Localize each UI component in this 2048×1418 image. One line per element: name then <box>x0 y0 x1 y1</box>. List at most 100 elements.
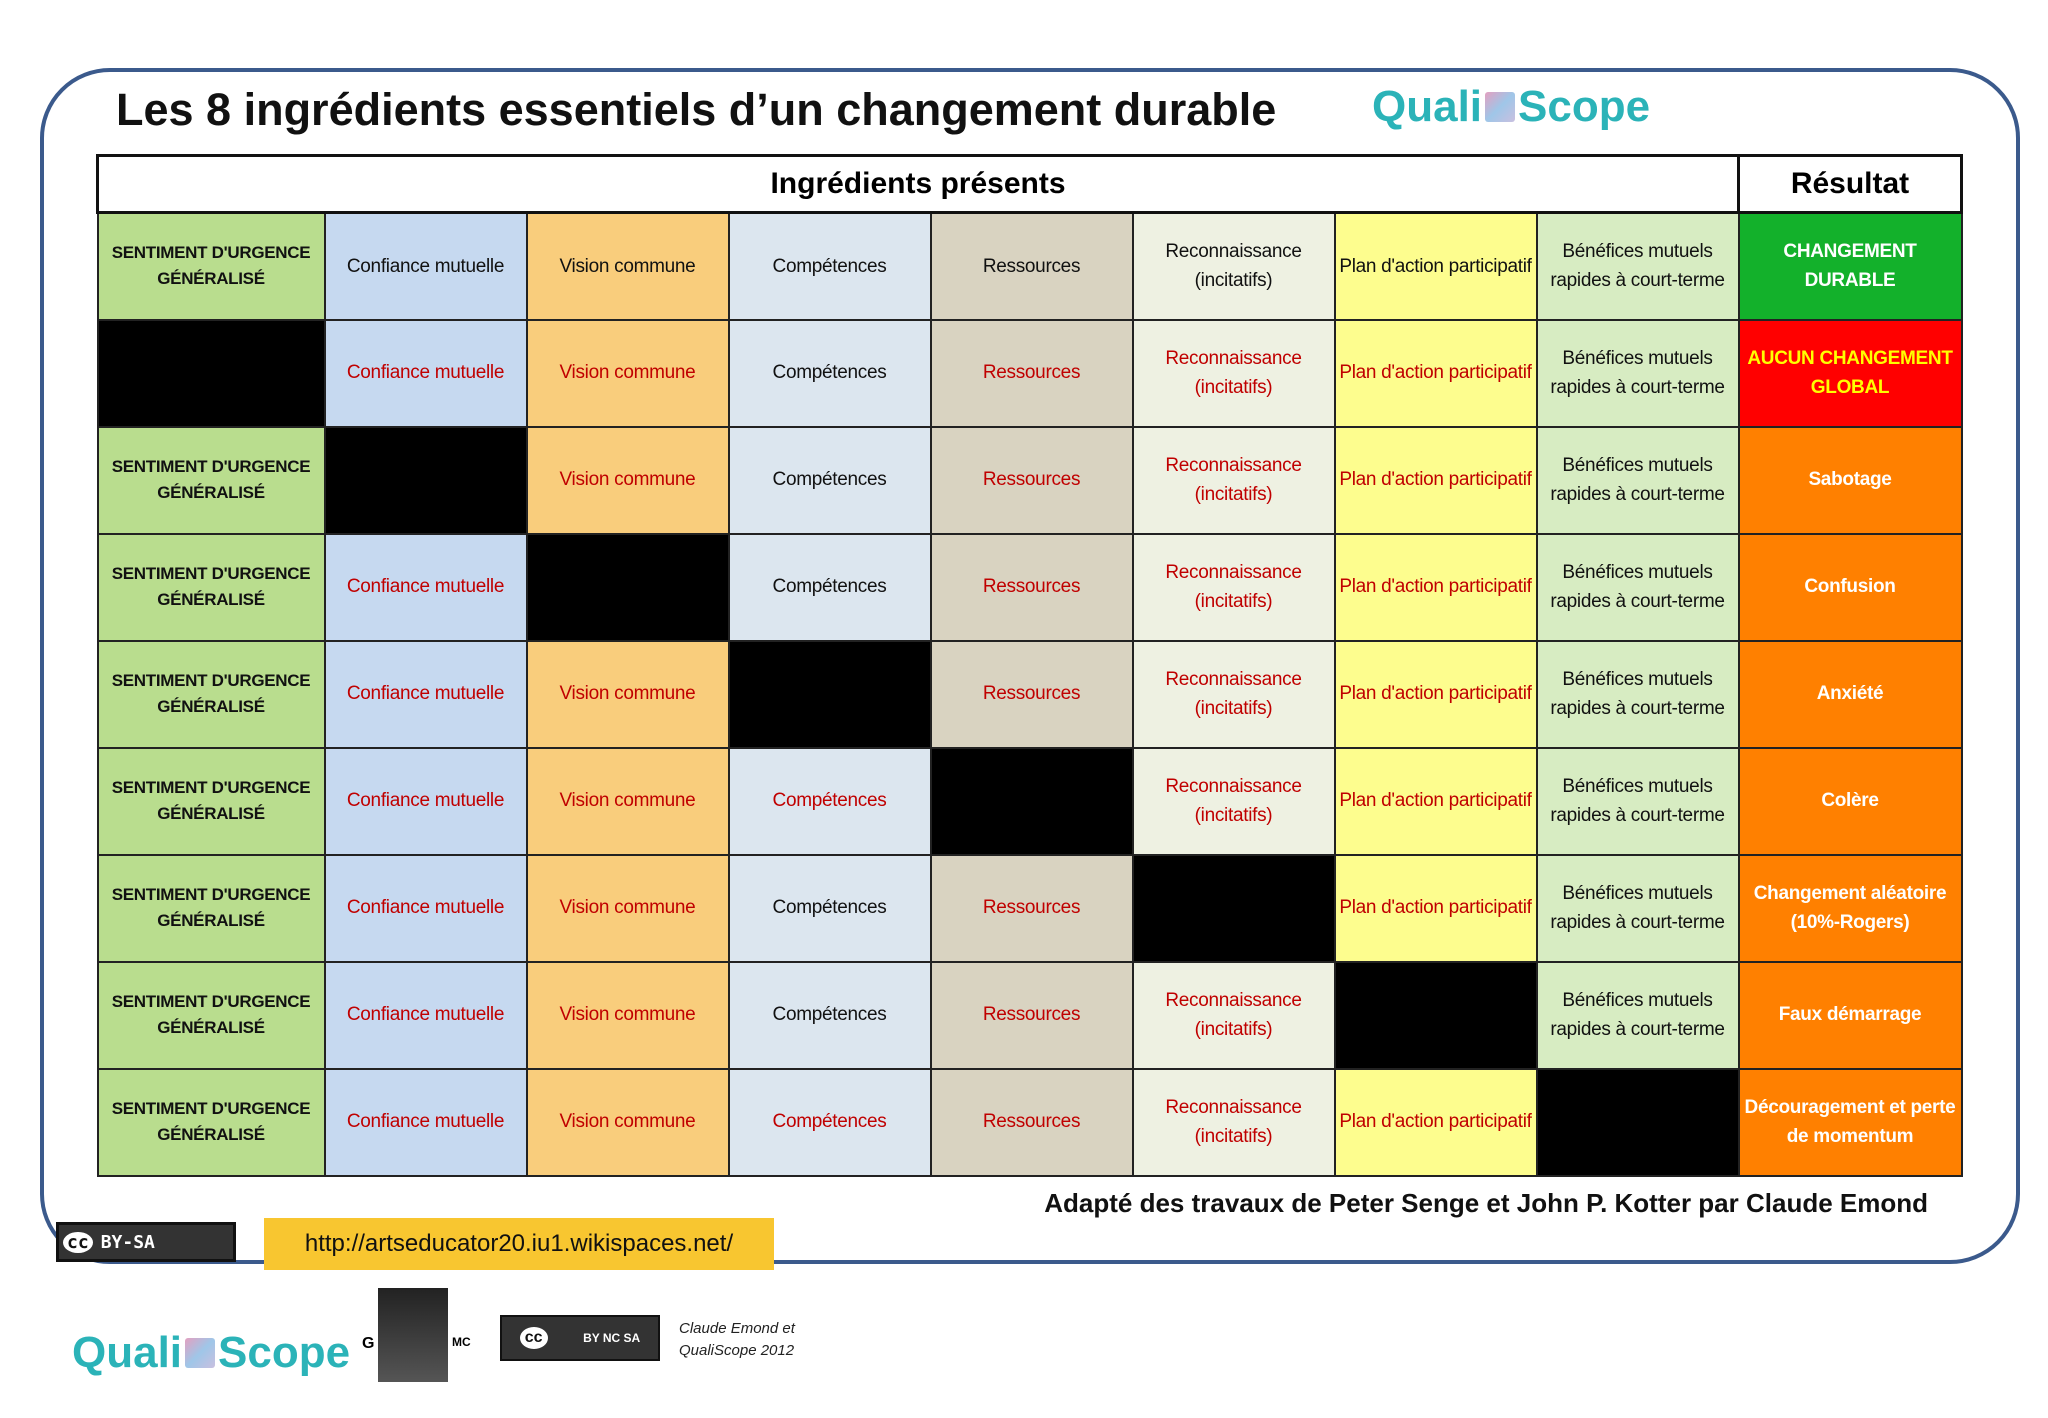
ingredient-cell: Confiance mutuelle <box>323 639 528 749</box>
ingredient-cell: Ressources <box>929 1067 1134 1177</box>
table-row: SENTIMENT D'URGENCE GÉNÉRALISÉ Confiance … <box>96 960 1963 1070</box>
missing-cell <box>1131 853 1336 963</box>
ingredient-cell: Confiance mutuelle <box>323 211 528 321</box>
ingredient-cell: Compétences <box>727 853 932 963</box>
logo-left: Quali <box>72 1328 183 1377</box>
ingredient-cell: Ressources <box>929 211 1134 321</box>
result-cell: Découragement et perte de momentum <box>1737 1067 1963 1177</box>
result-cell: CHANGEMENT DURABLE <box>1737 211 1963 321</box>
ingredient-cell: Vision commune <box>525 853 730 963</box>
missing-cell <box>1333 960 1538 1070</box>
ingredient-cell: Compétences <box>727 532 932 642</box>
ingredient-cell: SENTIMENT D'URGENCE GÉNÉRALISÉ <box>96 211 326 321</box>
ingredient-cell: Vision commune <box>525 746 730 856</box>
ingredient-cell: Plan d'action participatif <box>1333 639 1538 749</box>
logo-icon <box>1485 92 1516 122</box>
cc-icon: cc <box>63 1231 93 1253</box>
result-cell: Sabotage <box>1737 425 1963 535</box>
ingredient-cell: Compétences <box>727 425 932 535</box>
ingredient-cell: Ressources <box>929 960 1134 1070</box>
logo-right: Scope <box>218 1328 351 1377</box>
missing-cell <box>1535 1067 1740 1177</box>
logo-left: Quali <box>1372 82 1483 131</box>
table-row: SENTIMENT D'URGENCE GÉNÉRALISÉ Confiance … <box>96 532 1963 642</box>
table-row: SENTIMENT D'URGENCE GÉNÉRALISÉ Confiance … <box>96 639 1963 749</box>
ingredient-cell: Confiance mutuelle <box>323 853 528 963</box>
table-row: SENTIMENT D'URGENCE GÉNÉRALISÉ Confiance … <box>96 853 1963 963</box>
table-row: Confiance mutuelle Vision commune Compéten… <box>96 318 1963 428</box>
ingredient-cell: Plan d'action participatif <box>1333 1067 1538 1177</box>
header-result: Résultat <box>1737 154 1963 214</box>
missing-cell <box>96 318 326 428</box>
result-cell: Faux démarrage <box>1737 960 1963 1070</box>
ingredient-cell: Confiance mutuelle <box>323 746 528 856</box>
cc-text: BY NC SA <box>583 1331 641 1345</box>
ingredient-cell: Compétences <box>727 960 932 1070</box>
ingredient-cell: Compétences <box>727 746 932 856</box>
ingredient-cell: Vision commune <box>525 960 730 1070</box>
copyright-line: Claude Emond et <box>679 1320 795 1337</box>
ingredient-cell: SENTIMENT D'URGENCE GÉNÉRALISÉ <box>96 425 326 535</box>
ingredient-cell: SENTIMENT D'URGENCE GÉNÉRALISÉ <box>96 746 326 856</box>
ingredient-cell: Reconnaissance (incitatifs) <box>1131 746 1336 856</box>
ingredient-cell: Bénéfices mutuels rapides à court-terme <box>1535 960 1740 1070</box>
ingredient-cell: SENTIMENT D'URGENCE GÉNÉRALISÉ <box>96 532 326 642</box>
ingredients-table: Ingrédients présents Résultat SENTIMENT D'… <box>96 154 1963 1177</box>
link[interactable]: http://artseducator20.iu1.wikispaces.net… <box>264 1218 774 1270</box>
table-row: SENTIMENT D'URGENCE GÉNÉRALISÉ Confiance … <box>96 1067 1963 1177</box>
gmc-right: MC <box>452 1335 471 1349</box>
credit: Adapté des travaux de Peter Senge et Joh… <box>1044 1188 1928 1218</box>
frame <box>40 68 2020 1264</box>
ingredient-cell: Reconnaissance (incitatifs) <box>1131 532 1336 642</box>
ingredient-cell: Reconnaissance (incitatifs) <box>1131 639 1336 749</box>
ingredient-cell: Vision commune <box>525 318 730 428</box>
ingredient-cell: SENTIMENT D'URGENCE GÉNÉRALISÉ <box>96 960 326 1070</box>
ingredient-cell: Plan d'action participatif <box>1333 211 1538 321</box>
ingredient-cell: Ressources <box>929 532 1134 642</box>
ingredient-cell: Bénéfices mutuels rapides à court-terme <box>1535 639 1740 749</box>
ingredient-cell: Confiance mutuelle <box>323 960 528 1070</box>
ingredient-cell: Bénéfices mutuels rapides à court-terme <box>1535 746 1740 856</box>
ingredient-cell: Compétences <box>727 211 932 321</box>
missing-cell <box>323 425 528 535</box>
cc-badge: cc BY NC SA <box>500 1315 660 1361</box>
ingredient-cell: Ressources <box>929 639 1134 749</box>
ingredient-cell: Confiance mutuelle <box>323 1067 528 1177</box>
ingredient-cell: Plan d'action participatif <box>1333 425 1538 535</box>
ingredient-cell: Vision commune <box>525 639 730 749</box>
ingredient-cell: Confiance mutuelle <box>323 532 528 642</box>
gmc-left: G <box>362 1335 375 1352</box>
ingredient-cell: Reconnaissance (incitatifs) <box>1131 960 1336 1070</box>
ingredient-cell: SENTIMENT D'URGENCE GÉNÉRALISÉ <box>96 639 326 749</box>
ingredient-cell: Bénéfices mutuels rapides à court-terme <box>1535 532 1740 642</box>
ingredient-cell: Plan d'action participatif <box>1333 318 1538 428</box>
cc-icon: cc <box>519 1327 548 1349</box>
result-cell: Confusion <box>1737 532 1963 642</box>
ingredient-cell: Ressources <box>929 318 1134 428</box>
ingredient-cell: Vision commune <box>525 425 730 535</box>
missing-cell <box>727 639 932 749</box>
result-cell: Changement aléatoire (10%-Rogers) <box>1737 853 1963 963</box>
ingredient-cell: Reconnaissance (incitatifs) <box>1131 425 1336 535</box>
ingredient-cell: Bénéfices mutuels rapides à court-terme <box>1535 853 1740 963</box>
logo-icon <box>185 1338 216 1368</box>
ingredient-cell: Reconnaissance (incitatifs) <box>1131 318 1336 428</box>
title: Les 8 ingrédients essentiels d’un change… <box>116 84 1277 135</box>
ingredient-cell: Ressources <box>929 853 1134 963</box>
logo: Quali Scope <box>1372 82 1650 132</box>
result-cell: Anxiété <box>1737 639 1963 749</box>
table-row: SENTIMENT D'URGENCE GÉNÉRALISÉ Vision com… <box>96 425 1963 535</box>
ingredient-cell: Bénéfices mutuels rapides à court-terme <box>1535 318 1740 428</box>
copyright-line: QualiScope 2012 <box>679 1341 795 1359</box>
header-ingredients: Ingrédients présents <box>96 154 1740 214</box>
ingredient-cell: Ressources <box>929 425 1134 535</box>
ingredient-cell: Confiance mutuelle <box>323 318 528 428</box>
missing-cell <box>525 532 730 642</box>
ingredient-cell: Plan d'action participatif <box>1333 746 1538 856</box>
result-cell: Colère <box>1737 746 1963 856</box>
ingredient-cell: Plan d'action participatif <box>1333 853 1538 963</box>
ingredient-cell: Compétences <box>727 1067 932 1177</box>
ingredient-cell: Plan d'action participatif <box>1333 532 1538 642</box>
ingredient-cell: SENTIMENT D'URGENCE GÉNÉRALISÉ <box>96 1067 326 1177</box>
